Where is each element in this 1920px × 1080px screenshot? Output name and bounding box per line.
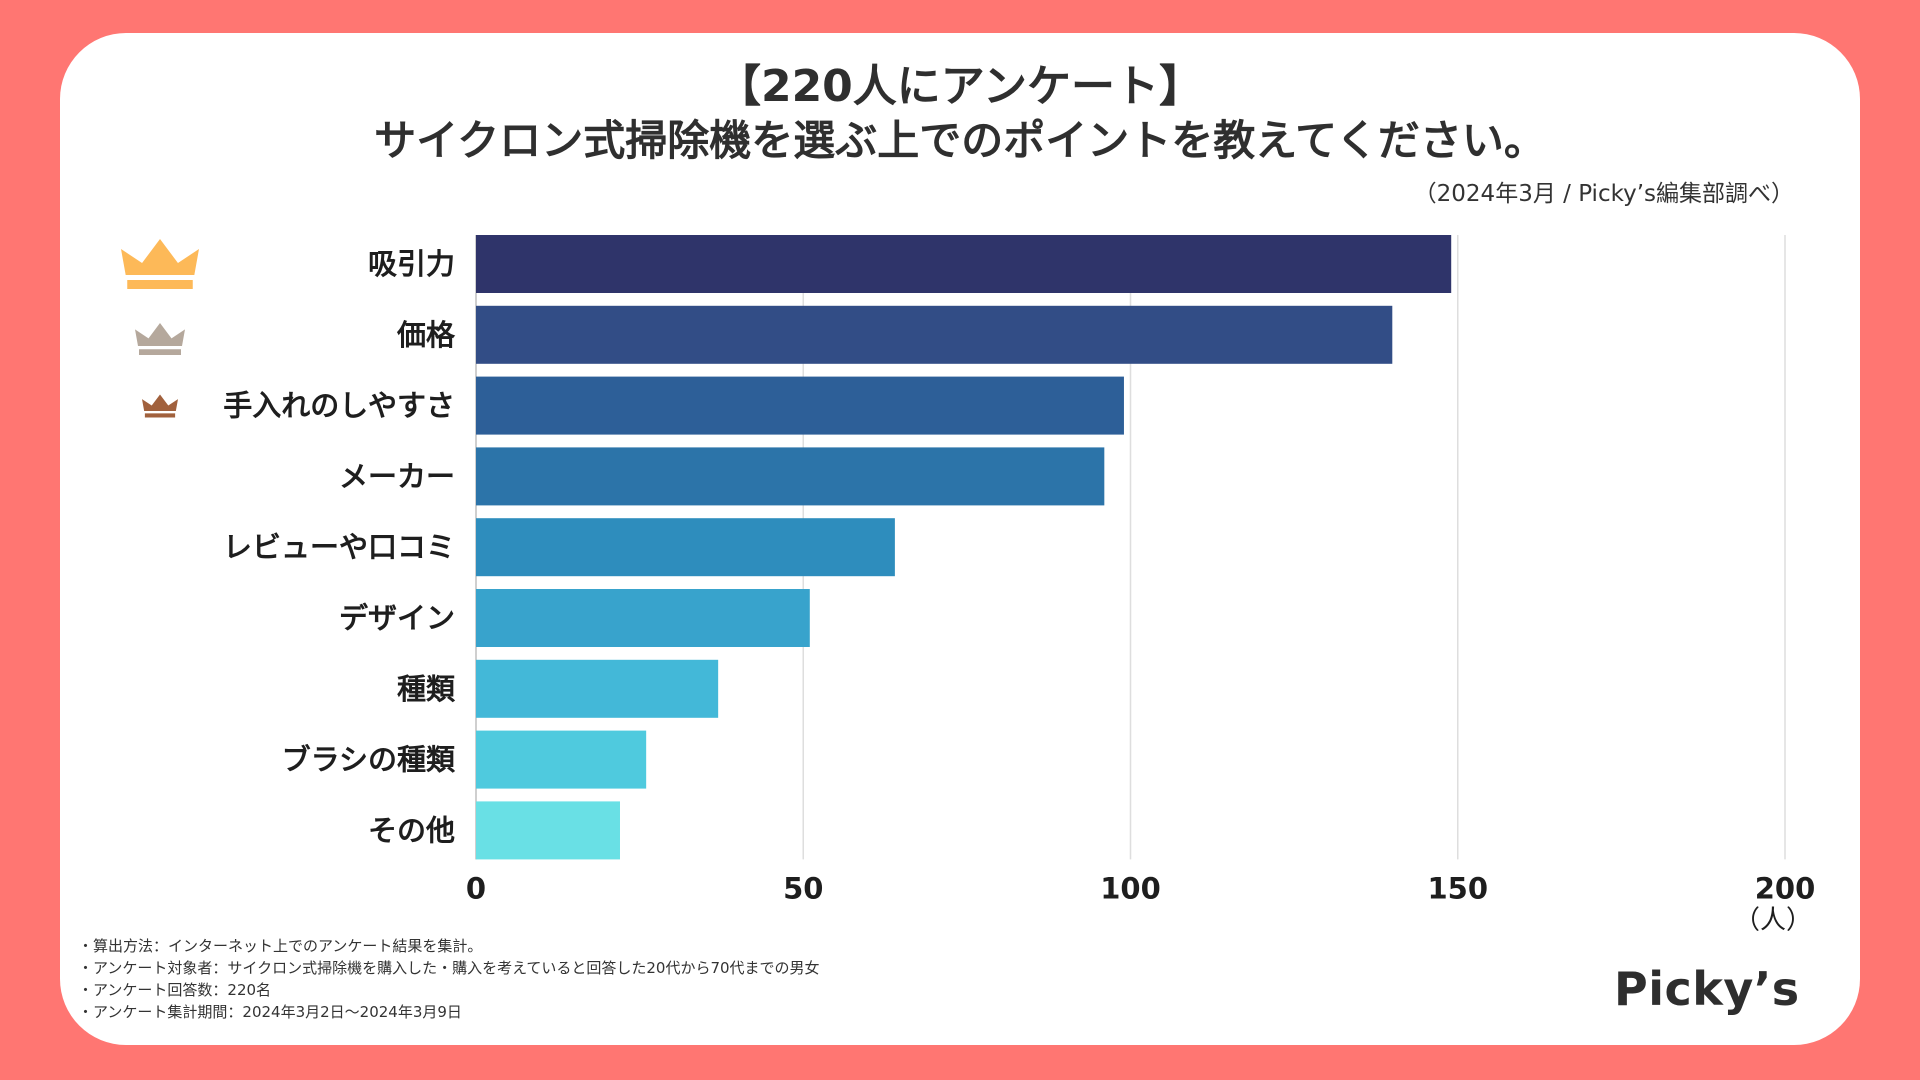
crown-bronze-icon (142, 394, 178, 412)
category-label: 価格 (396, 318, 456, 352)
tick-label: 50 (783, 871, 823, 905)
bar (476, 235, 1452, 293)
card-background (60, 33, 1860, 1045)
category-label: 手入れのしやすさ (223, 389, 455, 423)
note-method: ・算出方法：インターネット上でのアンケート結果を集計。 (78, 937, 483, 955)
note-period: ・アンケート集計期間：2024年3月2日〜2024年3月9日 (78, 1003, 462, 1021)
tick-label: 0 (466, 871, 486, 905)
bar (476, 376, 1124, 435)
bar (476, 801, 620, 860)
category-label: メーカー (339, 459, 455, 493)
axis-unit-label: （人） (1734, 905, 1812, 935)
chart-title-line2: サイクロン式掃除機を選ぶ上でのポイントを教えてください。 (374, 116, 1546, 165)
note-count: ・アンケート回答数：220名 (78, 981, 272, 999)
tick-label: 100 (1100, 871, 1161, 905)
bar (476, 518, 895, 577)
category-label: ブラシの種類 (282, 743, 456, 777)
crown-silver-icon (135, 323, 185, 347)
bar (476, 447, 1105, 506)
crown-gold-icon (121, 239, 199, 275)
category-label: 吸引力 (368, 247, 455, 281)
chart-title-line1: 【220人にアンケート】 (716, 61, 1204, 112)
tick-label: 200 (1755, 871, 1816, 905)
category-label: レビューや口コミ (223, 530, 455, 564)
survey-notes: ・算出方法：インターネット上でのアンケート結果を集計。 ・アンケート対象者：サイ… (78, 935, 820, 1023)
bar (476, 659, 719, 718)
tick-label: 150 (1427, 871, 1488, 905)
category-label: その他 (368, 813, 455, 847)
bar (476, 730, 647, 789)
source-note: （2024年3月 / Picky’s編集部調べ） (1413, 181, 1794, 207)
crown-gold-band (127, 280, 193, 289)
crown-bronze-band (144, 413, 176, 418)
category-label: デザイン (339, 601, 455, 635)
crown-silver-band (139, 349, 181, 355)
note-target: ・アンケート対象者：サイクロン式掃除機を購入した・購入を考えていると回答した20… (78, 959, 820, 977)
category-label: 種類 (397, 672, 456, 706)
bar (476, 305, 1393, 364)
picky-s-logo: Picky’s (1614, 962, 1800, 1016)
bar (476, 589, 810, 647)
